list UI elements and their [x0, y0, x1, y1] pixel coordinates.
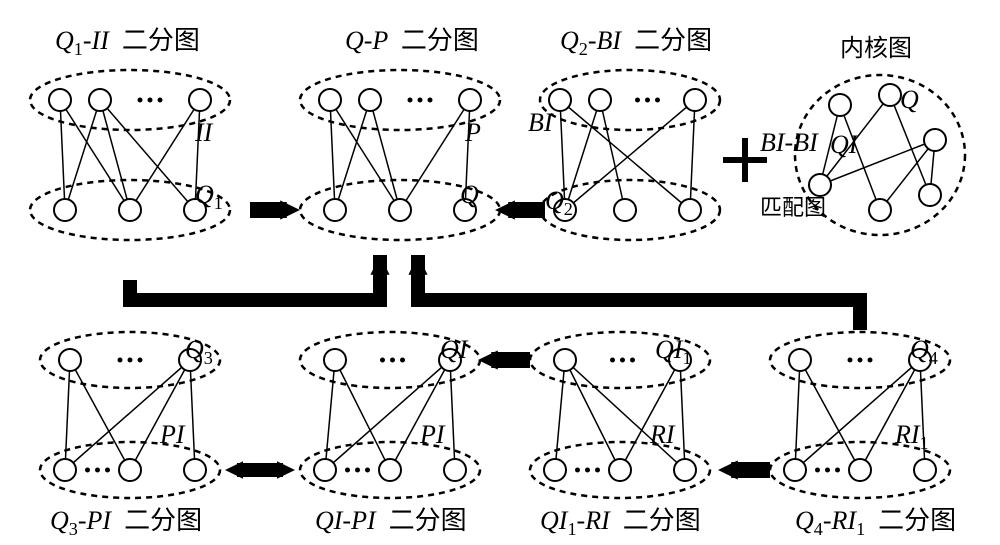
- title-q4-ri1: Q4-RI1 二分图: [795, 500, 956, 540]
- label-qi1: QI1: [655, 335, 692, 369]
- label-q1: Q1: [195, 180, 223, 214]
- title-q2-bi: Q2-BI 二分图: [560, 20, 712, 60]
- kernel-label-q: Q: [900, 85, 919, 115]
- label-ri1: RI1: [895, 420, 929, 454]
- label-bi: BI: [528, 108, 553, 138]
- label-pi-1: PI: [160, 420, 185, 450]
- title-q-p: Q-P 二分图: [345, 20, 479, 57]
- label-match: 匹配图: [760, 190, 826, 222]
- kernel-label-qi: QI: [830, 130, 857, 160]
- label-ri: RI: [650, 420, 675, 450]
- label-qi: QI: [440, 335, 467, 365]
- title-kernel: 内核图: [840, 28, 912, 63]
- label-pi-2: PI: [420, 420, 445, 450]
- label-q3: Q3: [185, 335, 213, 369]
- diagram-canvas: [0, 0, 1000, 545]
- label-p: P: [465, 118, 481, 148]
- title-q3-pi: Q3-PI 二分图: [50, 500, 202, 540]
- label-ii: II: [195, 118, 212, 148]
- title-q1-ii: Q1-II 二分图: [55, 20, 200, 60]
- title-qi-pi: QI-PI 二分图: [315, 500, 467, 537]
- label-bi-bi: BI-BI: [760, 128, 818, 158]
- title-qi1-ri: QI1-RI 二分图: [540, 500, 701, 540]
- label-q: Q: [460, 180, 479, 210]
- label-q2: Q2: [545, 186, 573, 220]
- label-q4: Q4: [910, 335, 938, 369]
